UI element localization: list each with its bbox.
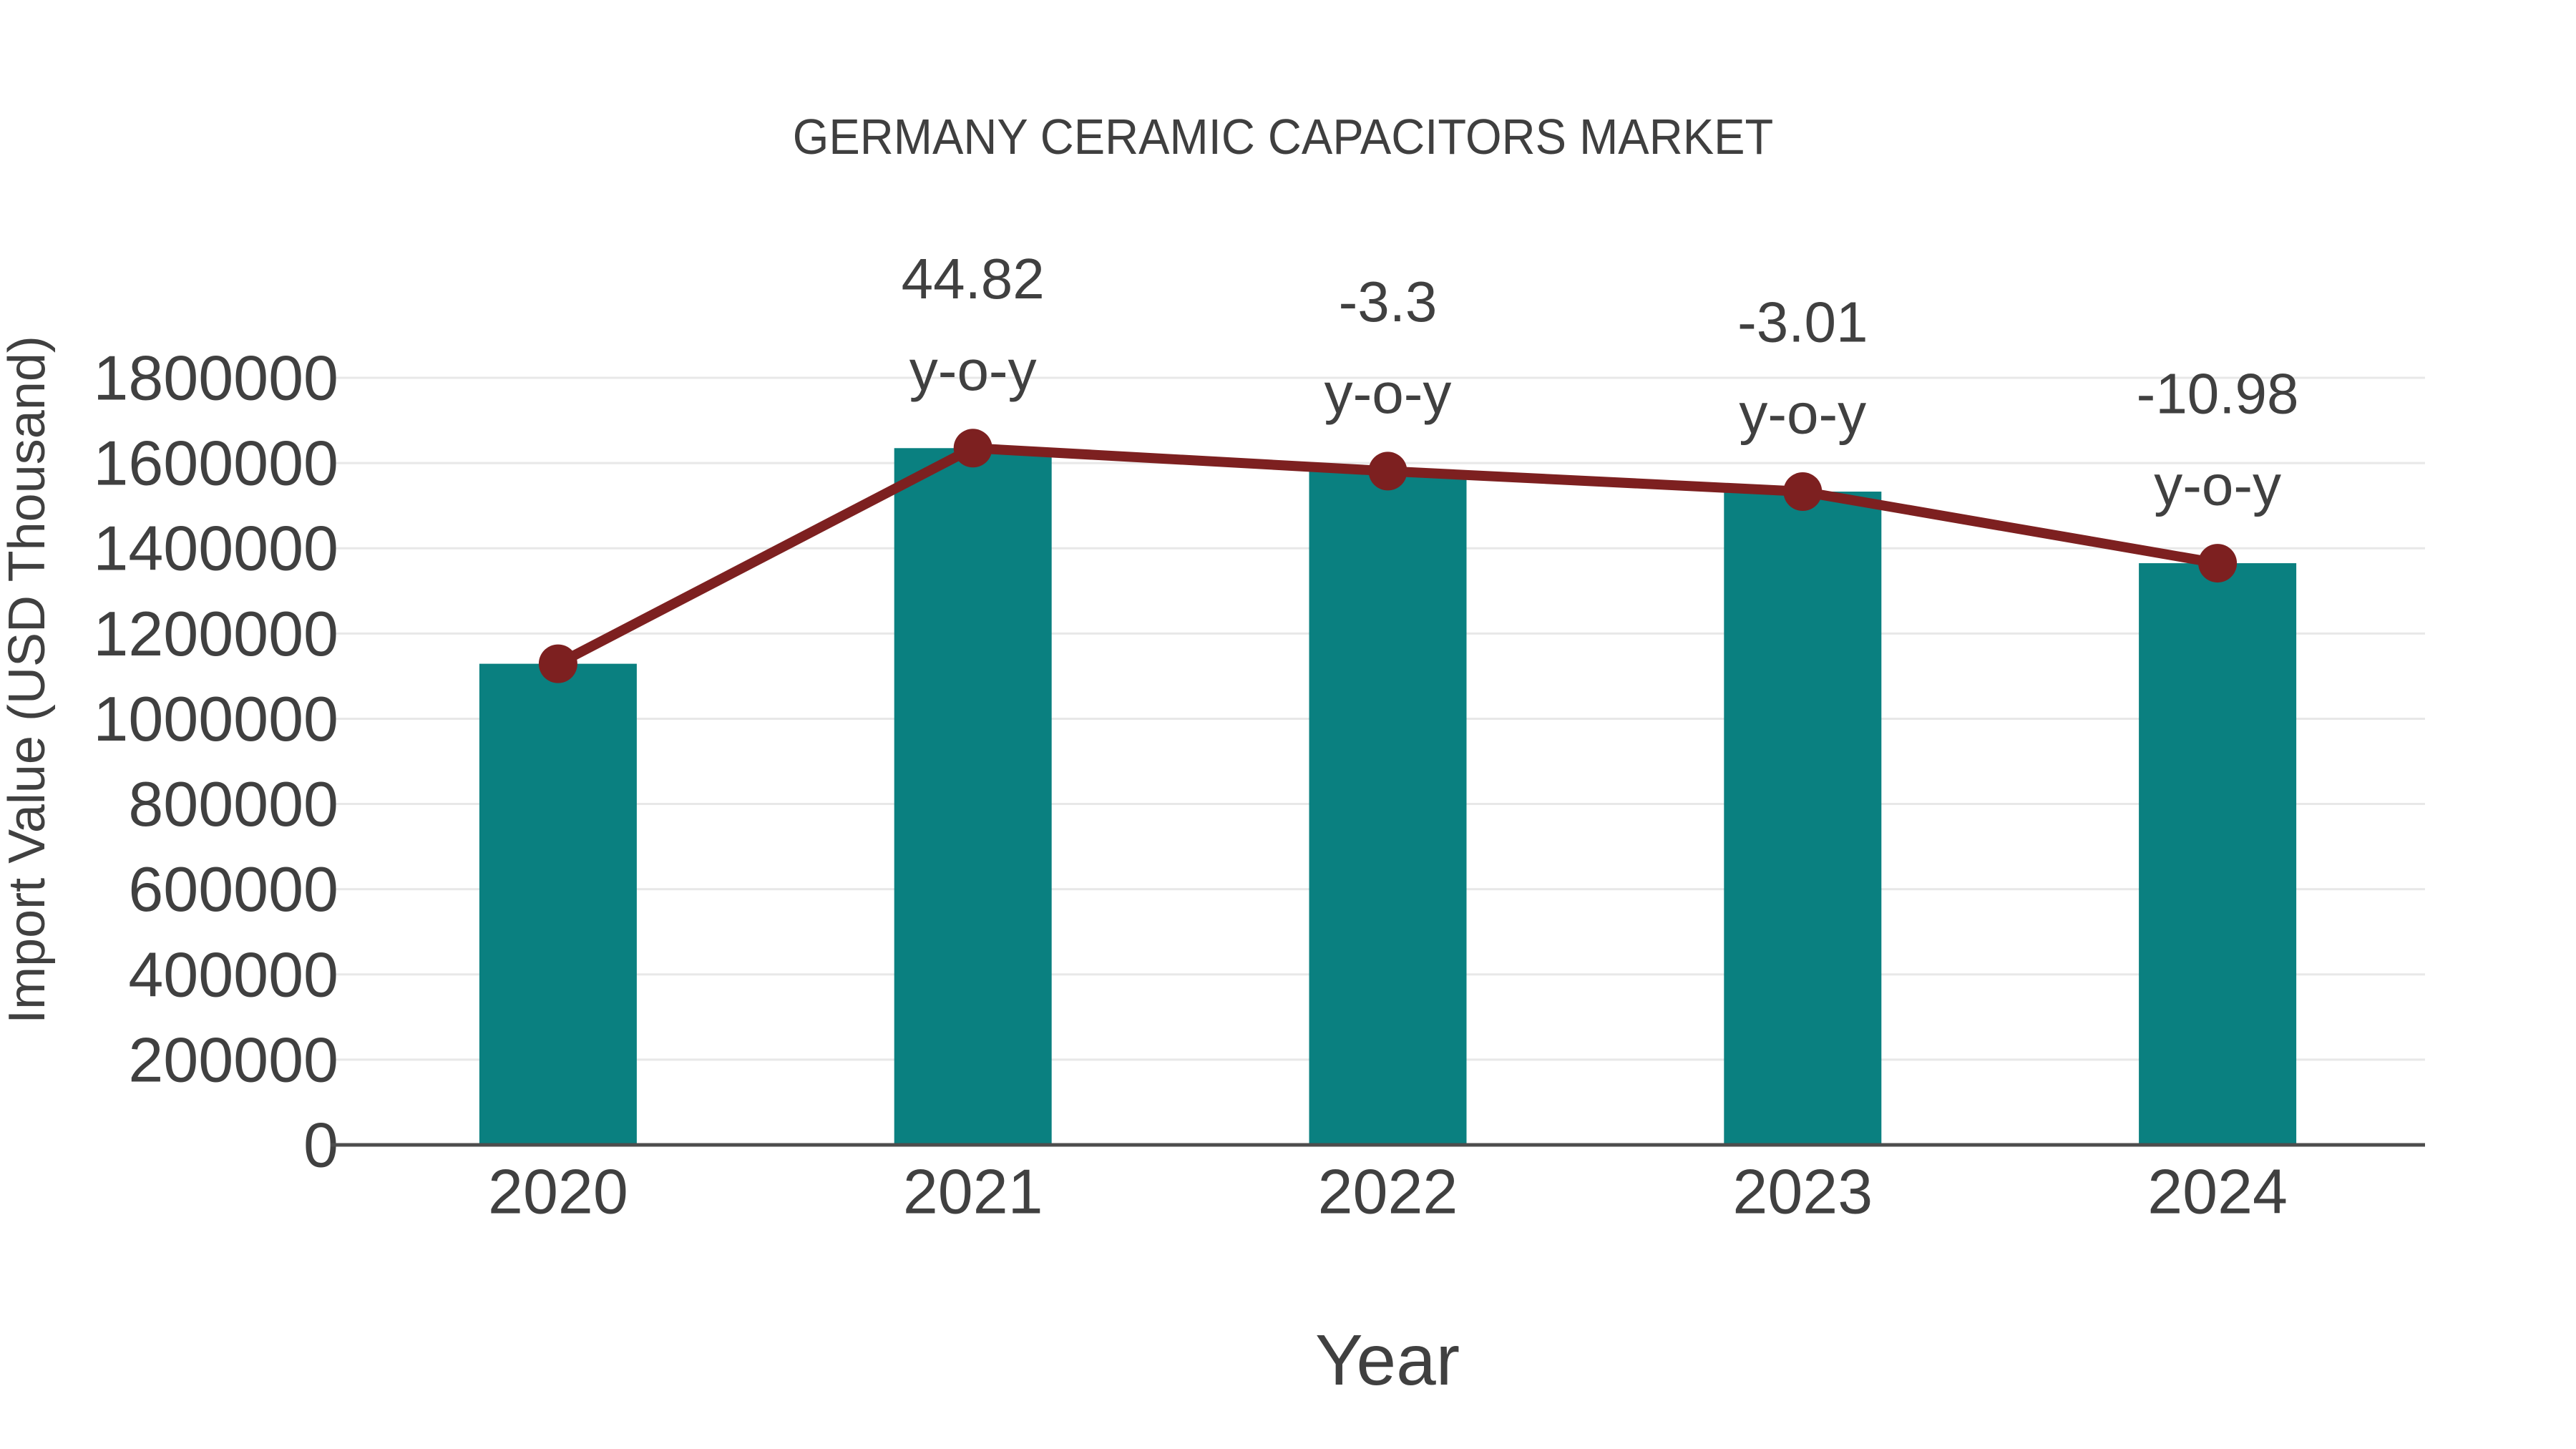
y-tick-label-1000000: 1000000 bbox=[93, 683, 338, 754]
annotation-2021-label: y-o-y bbox=[909, 338, 1037, 402]
marker-2022 bbox=[1368, 452, 1407, 491]
annotation-2021-value: 44.82 bbox=[902, 247, 1045, 311]
annotation-2024-label: y-o-y bbox=[2154, 454, 2281, 517]
y-tick-label-400000: 400000 bbox=[128, 939, 338, 1010]
annotation-2022-value: -3.3 bbox=[1339, 270, 1438, 333]
bar-2022 bbox=[1309, 471, 1467, 1145]
y-tick-label-1200000: 1200000 bbox=[93, 598, 338, 669]
x-tick-label-2023: 2023 bbox=[1732, 1156, 1873, 1227]
annotation-2022-label: y-o-y bbox=[1324, 361, 1452, 425]
y-tick-label-600000: 600000 bbox=[128, 854, 338, 924]
bar-2024 bbox=[2139, 563, 2297, 1145]
bar-2021 bbox=[894, 448, 1052, 1145]
y-tick-label-800000: 800000 bbox=[128, 769, 338, 839]
y-axis-title: Import Value (USD Thousand) bbox=[0, 336, 56, 1024]
annotation-2024-value: -10.98 bbox=[2137, 362, 2299, 426]
y-tick-label-200000: 200000 bbox=[128, 1024, 338, 1095]
marker-2023 bbox=[1783, 472, 1823, 512]
y-tick-label-1600000: 1600000 bbox=[93, 428, 338, 499]
annotation-2023-value: -3.01 bbox=[1737, 291, 1868, 354]
plot-area: 0200000400000600000800000100000012000001… bbox=[93, 247, 2425, 1227]
annotation-2023-label: y-o-y bbox=[1739, 382, 1866, 446]
y-tick-label-1800000: 1800000 bbox=[93, 343, 338, 414]
y-tick-label-1400000: 1400000 bbox=[93, 513, 338, 584]
x-tick-label-2022: 2022 bbox=[1318, 1156, 1458, 1227]
bar-2023 bbox=[1724, 492, 1882, 1145]
chart-title: GERMANY CERAMIC CAPACITORS MARKET bbox=[793, 109, 1774, 165]
x-axis-title: Year bbox=[1315, 1320, 1460, 1400]
x-tick-label-2020: 2020 bbox=[488, 1156, 628, 1227]
x-tick-label-2024: 2024 bbox=[2147, 1156, 2288, 1227]
marker-2024 bbox=[2198, 544, 2238, 583]
bar-2020 bbox=[479, 663, 637, 1145]
marker-2021 bbox=[953, 429, 992, 468]
marker-2020 bbox=[538, 644, 577, 683]
x-tick-label-2021: 2021 bbox=[903, 1156, 1043, 1227]
